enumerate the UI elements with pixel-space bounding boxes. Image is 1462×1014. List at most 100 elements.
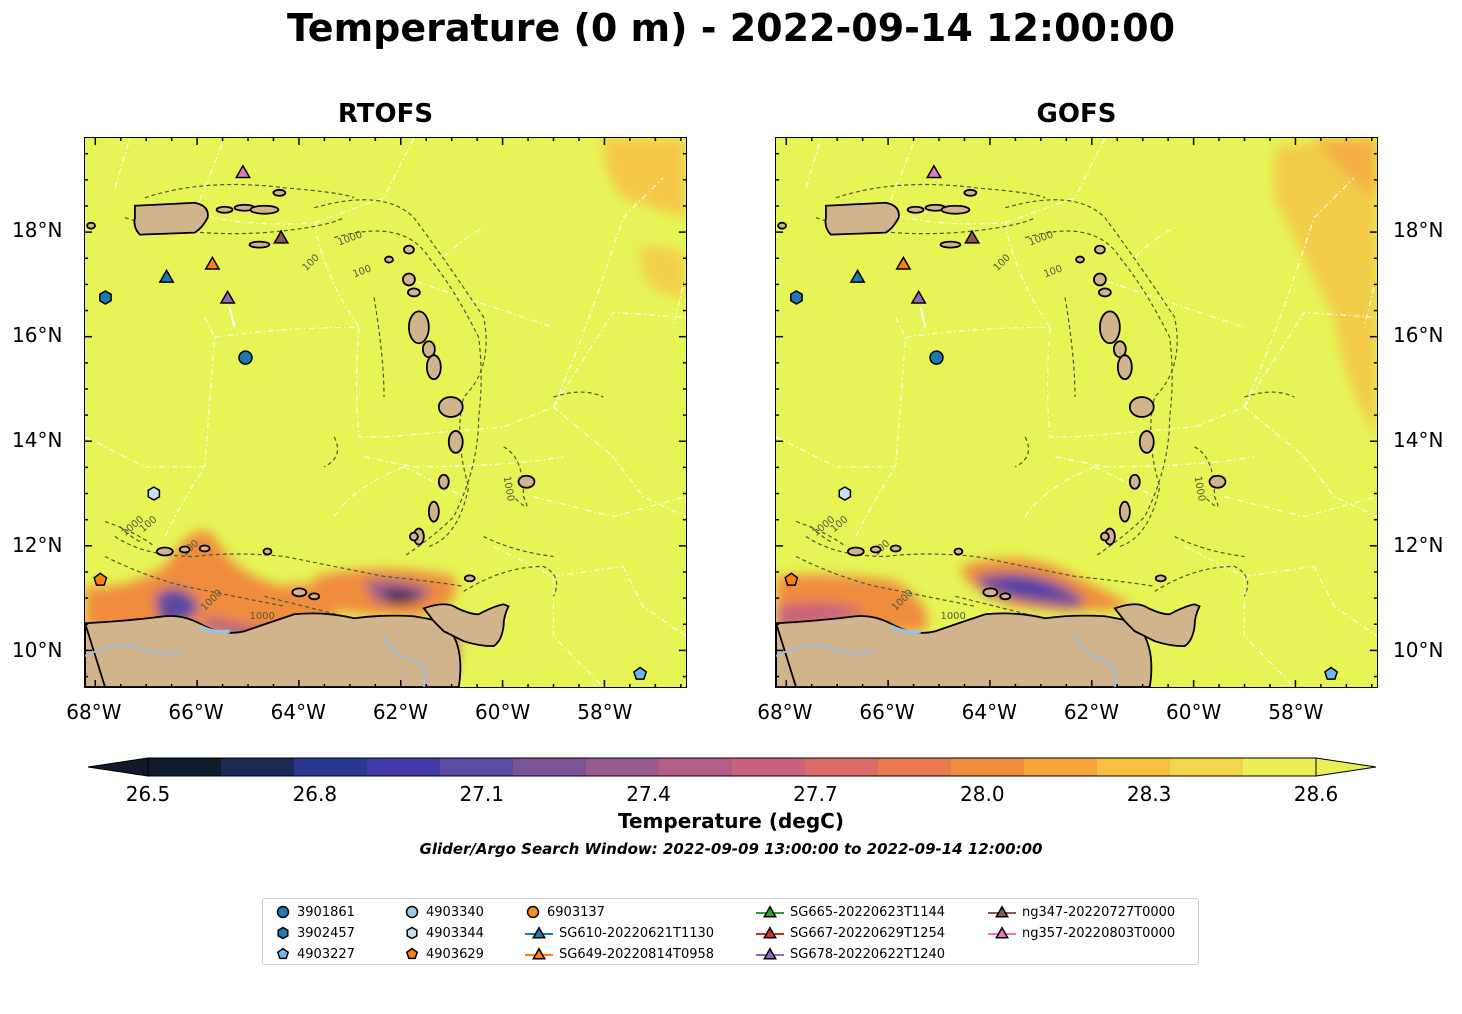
- legend-marker: [763, 926, 777, 939]
- marker-SG649-20220814T0958: [204, 255, 221, 270]
- legend-label: 4903340: [426, 904, 484, 920]
- legend-item: SG649-20220814T0958: [525, 944, 714, 964]
- lat-tick-label: 10°N: [12, 638, 63, 663]
- rivers: [85, 624, 427, 687]
- island: [1098, 287, 1112, 298]
- colorbar-segment: [659, 758, 733, 776]
- land-masses: [776, 188, 1227, 687]
- colorbar-tick-label: 27.4: [626, 782, 671, 806]
- search-window-caption: Glider/Argo Search Window: 2022-09-09 13…: [419, 840, 1043, 858]
- island: [262, 547, 273, 556]
- legend-item: 4903344: [404, 923, 484, 943]
- lat-tick-label: 18°N: [1393, 218, 1444, 243]
- legend-label: ng347-20220727T0000: [1022, 904, 1176, 920]
- legend-item: ng357-20220803T0000: [988, 923, 1175, 943]
- contour-label: 1000: [940, 611, 965, 622]
- contour-label: 1000: [1192, 475, 1207, 502]
- glider-track: [228, 307, 236, 328]
- island: [517, 474, 536, 489]
- legend-item: 4903340: [404, 902, 484, 922]
- warm-water-patch: [603, 138, 686, 298]
- lon-tick-label: 60°W: [475, 700, 531, 724]
- marker-3902457: [790, 290, 803, 305]
- legend-marker: [277, 926, 289, 940]
- maritime-boundaries: [85, 138, 686, 687]
- observation-markers: [784, 164, 1339, 680]
- colorbar-segment: [221, 758, 295, 776]
- marker-3901861: [929, 350, 944, 365]
- colorbar-extend-high: [1315, 757, 1377, 777]
- puerto-rico: [824, 201, 900, 236]
- legend-item: 3901861: [275, 902, 355, 922]
- marker-SG610-20220621T1130: [849, 268, 866, 283]
- lon-tick-label: 66°W: [168, 700, 224, 724]
- lon-tick-label: 62°W: [1063, 700, 1120, 724]
- panel-title-gofs: GOFS: [1036, 99, 1117, 129]
- colorbar-segment: [294, 758, 368, 776]
- colorbar-tick-label: 27.1: [459, 782, 504, 806]
- lat-tick-label: 16°N: [1393, 323, 1444, 348]
- lon-tick-label: 62°W: [372, 700, 429, 724]
- legend-item: SG678-20220622T1240: [756, 944, 945, 964]
- marker-SG678-20220622T1240: [910, 289, 927, 304]
- colorbar: [87, 757, 1378, 781]
- marker-ng357-20220803T0000: [925, 164, 942, 179]
- colorbar-frame: [147, 757, 1317, 777]
- island: [402, 272, 416, 287]
- lon-tick-label: 58°W: [577, 700, 633, 724]
- legend-label: SG665-20220623T1144: [790, 904, 946, 920]
- marker-4903227: [1324, 666, 1339, 680]
- island: [1099, 310, 1121, 345]
- colorbar-segment: [1170, 758, 1244, 776]
- island: [155, 546, 174, 557]
- legend-marker: [995, 905, 1009, 918]
- lat-tick-label: 14°N: [1393, 428, 1444, 453]
- bathymetry-contours: [104, 183, 604, 617]
- legend-marker-icon: [526, 905, 540, 919]
- lat-tick-label: 12°N: [1393, 533, 1444, 558]
- legend-item: SG610-20220621T1130: [525, 923, 714, 943]
- legend-label: SG610-20220621T1130: [559, 925, 715, 941]
- island: [777, 221, 787, 230]
- marker-3902457: [99, 290, 112, 305]
- figure-title: Temperature (0 m) - 2022-09-14 12:00:00: [286, 6, 1176, 50]
- marker-4903227: [633, 666, 648, 680]
- island: [437, 473, 450, 490]
- colorbar-tick-label: 28.6: [1293, 782, 1339, 806]
- legend-marker: [763, 947, 777, 960]
- island: [407, 287, 421, 298]
- glider-track: [919, 307, 927, 328]
- island: [1154, 574, 1167, 583]
- island: [425, 354, 442, 381]
- marker-SG610-20220621T1130: [158, 268, 175, 283]
- island: [403, 244, 415, 255]
- island: [869, 545, 882, 554]
- legend-label: 3901861: [297, 904, 355, 920]
- contour-label: 1000: [501, 475, 516, 502]
- legend-label: 4903344: [426, 925, 484, 941]
- island: [409, 531, 419, 542]
- lon-tick-label: 66°W: [859, 700, 915, 724]
- colorbar-segment: [513, 758, 587, 776]
- legend-marker: [763, 905, 777, 918]
- marker-4903344: [838, 486, 852, 501]
- island: [1093, 272, 1107, 287]
- legend-item: SG665-20220623T1144: [756, 902, 945, 922]
- island: [1128, 473, 1141, 490]
- island: [1094, 244, 1106, 255]
- legend: 3901861 3902457 4903227 4903340 4903344 49036…: [262, 898, 1199, 965]
- island: [1208, 474, 1227, 489]
- legend-marker-icon: [525, 926, 553, 939]
- lat-tick-label: 18°N: [12, 218, 63, 243]
- marker-SG678-20220622T1240: [219, 289, 236, 304]
- colorbar-segment: [951, 758, 1025, 776]
- colorbar-segment: [1024, 758, 1098, 776]
- island: [1100, 531, 1110, 542]
- marker-3901861: [238, 350, 253, 365]
- marker-ng357-20220803T0000: [234, 164, 251, 179]
- island: [846, 546, 865, 557]
- island: [308, 592, 321, 601]
- marker-4903344: [147, 486, 161, 501]
- legend-item: 4903629: [404, 944, 484, 964]
